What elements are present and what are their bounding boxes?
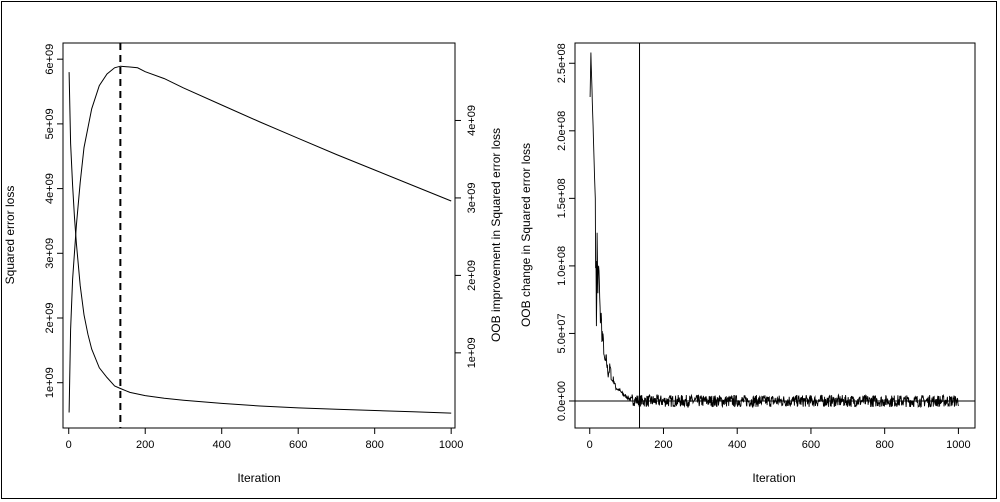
left-x-tick-label: 0 — [66, 439, 72, 451]
right-oob-change-line — [589, 52, 959, 409]
left-right-y-ticks: 1e+09 2e+09 3e+09 4e+09 — [455, 105, 478, 368]
left-y-tick-label: 5e+09 — [44, 108, 56, 139]
right-x-tick-label: 600 — [802, 439, 820, 451]
right-chart: 0 200 400 600 800 1000 0.0e+00 5.0e+07 1.0e+08 1… — [519, 42, 976, 485]
left-x-axis-label: Iteration — [237, 471, 280, 485]
left-y-axis-label: Squared error loss — [3, 186, 17, 285]
left-plot-box — [62, 42, 456, 429]
left-x-ticks: 0 200 400 600 800 1000 — [66, 428, 463, 451]
left-oob-improvement-line — [68, 65, 452, 413]
right-x-axis-label: Iteration — [752, 471, 795, 485]
right-y-tick-label: 1.5e+08 — [556, 178, 568, 218]
left-y-tick-label: 3e+09 — [44, 238, 56, 269]
left-chart: 0 200 400 600 800 1000 1e+09 2e+09 3e+09 4e+09 5e… — [3, 42, 503, 485]
right-y-ticks: 0.0e+00 5.0e+07 1.0e+08 1.5e+08 2.0e+08 2.5e+… — [556, 43, 575, 421]
left-right-y-tick-label: 1e+09 — [466, 337, 478, 368]
left-y-ticks: 1e+09 2e+09 3e+09 4e+09 5e+09 6e+09 — [44, 44, 63, 398]
right-y-tick-label: 2.0e+08 — [556, 111, 568, 151]
right-x-tick-label: 1000 — [946, 439, 970, 451]
left-x-tick-label: 600 — [289, 439, 307, 451]
right-y-tick-label: 0.0e+00 — [556, 381, 568, 421]
left-x-tick-label: 200 — [136, 439, 154, 451]
left-right-y-tick-label: 2e+09 — [466, 260, 478, 291]
right-y-axis-label: OOB change in Squared error loss — [519, 143, 533, 327]
left-squared-error-line — [68, 72, 452, 414]
right-series — [589, 52, 959, 409]
left-y-tick-label: 2e+09 — [44, 303, 56, 334]
left-y-tick-label: 4e+09 — [44, 173, 56, 204]
left-right-y-tick-label: 3e+09 — [466, 182, 478, 213]
left-right-y-tick-label: 4e+09 — [466, 105, 478, 136]
left-x-tick-label: 800 — [366, 439, 384, 451]
right-x-tick-label: 0 — [587, 439, 593, 451]
right-x-tick-label: 400 — [728, 439, 746, 451]
left-series — [68, 65, 452, 414]
right-x-ticks: 0 200 400 600 800 1000 — [587, 428, 971, 451]
left-x-tick-label: 400 — [213, 439, 231, 451]
right-y-tick-label: 5.0e+07 — [556, 313, 568, 353]
right-x-tick-label: 800 — [875, 439, 893, 451]
right-y-tick-label: 2.5e+08 — [556, 43, 568, 83]
left-right-y-axis-label: OOB improvement in Squared error loss — [489, 128, 503, 342]
right-plot-box — [574, 42, 976, 429]
left-y-tick-label: 1e+09 — [44, 367, 56, 398]
left-x-tick-label: 1000 — [439, 439, 463, 451]
right-y-tick-label: 1.0e+08 — [556, 246, 568, 286]
left-y-tick-label: 6e+09 — [44, 44, 56, 75]
right-x-tick-label: 200 — [654, 439, 672, 451]
